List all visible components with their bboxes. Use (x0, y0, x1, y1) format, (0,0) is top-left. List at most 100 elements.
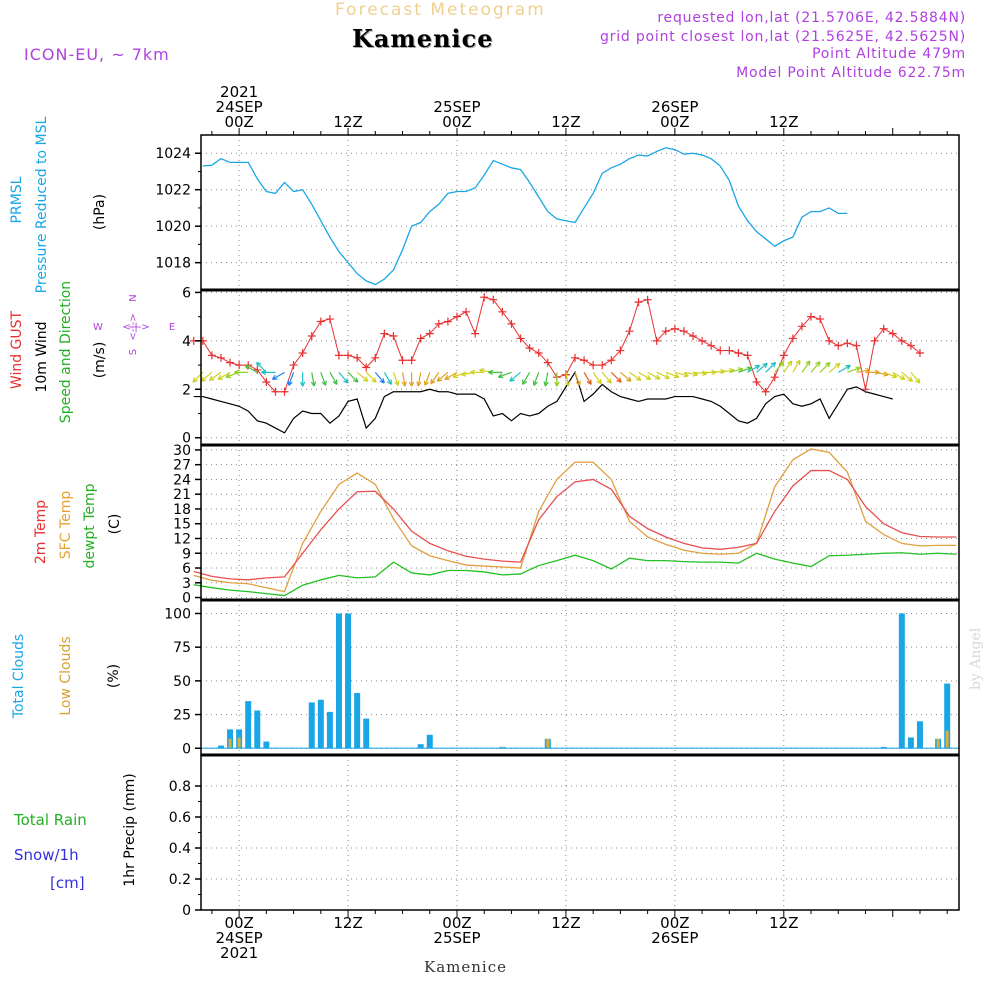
time-label-bottom: 26SEP (651, 929, 698, 947)
wind-arrow (765, 361, 777, 373)
gust-point (307, 332, 316, 341)
wind-arrow (416, 372, 422, 387)
precip-axis-label: 1hr Precip (mm) (122, 773, 138, 886)
wind-arrow (444, 371, 458, 380)
wind-arrow (656, 371, 670, 379)
ytick-label: 3 (182, 576, 191, 592)
total-cloud-bar (317, 699, 324, 749)
time-label-bottom: 2021 (220, 944, 258, 962)
ytick-label: 27 (173, 458, 191, 474)
wind-label: Wind GUST (9, 310, 25, 389)
wind-arrow (783, 360, 793, 373)
gust-point (607, 356, 616, 365)
model-label: ICON-EU, ~ 7km (24, 45, 170, 64)
temp-label: 2m Temp (33, 500, 49, 564)
total-cloud-bar (345, 613, 352, 749)
gust-point (888, 329, 897, 338)
wind-arrow (430, 371, 440, 385)
gust-point (389, 332, 398, 341)
wind-speed-line (193, 370, 893, 434)
temp-label: dewpt Temp (82, 483, 98, 568)
ytick-label: 0.8 (169, 779, 191, 795)
wind-arrow (374, 371, 385, 384)
gust-point (407, 356, 416, 365)
wind-arrow (338, 371, 349, 384)
time-label-top: 25SEP (433, 98, 480, 116)
wind-arrow (532, 372, 540, 386)
total-cloud-bar (944, 683, 951, 749)
wind-arrow (892, 371, 906, 380)
gust-point (861, 385, 870, 394)
gust-point (788, 334, 797, 343)
time-label-bottom: 24SEP (216, 929, 263, 947)
panel-frame-wind (200, 289, 960, 446)
ytick-label: 9 (182, 546, 191, 562)
wind-arrow (810, 361, 821, 373)
ytick-label: 2 (182, 382, 191, 398)
gust-point (616, 346, 625, 355)
gust-point (507, 319, 516, 328)
gust-point (534, 348, 543, 357)
cloud-label: (%) (106, 664, 122, 688)
low-cloud-bar (228, 738, 232, 749)
wind-arrow (774, 361, 785, 373)
gust-point (344, 351, 353, 360)
compass-mid: <-|-> (128, 313, 139, 340)
gust-point (580, 356, 589, 365)
gust-point (353, 353, 362, 362)
gust-point (298, 348, 307, 357)
wind-arrow (910, 371, 921, 384)
wind-arrow (629, 371, 642, 381)
wind-arrow (610, 371, 622, 383)
ytick-label: 6 (182, 285, 191, 301)
gust-point (452, 312, 461, 321)
wind-arrow (287, 372, 295, 386)
gust-point (334, 351, 343, 360)
gust-point (670, 324, 679, 333)
gust-point (725, 346, 734, 355)
total-cloud-bar (217, 745, 224, 749)
wind-arrow (217, 371, 231, 380)
gust-point (271, 387, 280, 396)
wind-arrow (320, 372, 327, 386)
total-cloud-bar (354, 693, 361, 749)
wind-arrow (383, 372, 392, 385)
wind-arrow (638, 371, 652, 380)
wind-arrow (747, 364, 761, 373)
gust-point (743, 351, 752, 360)
low-cloud-bar (546, 738, 550, 749)
sfc-temp-line (193, 448, 957, 593)
wind-arrow (583, 372, 592, 385)
time-label-bottom: 12Z (333, 914, 362, 932)
gust-point (679, 327, 688, 336)
wind-arrow (497, 371, 512, 379)
t2m-line (193, 469, 957, 581)
gust-point (325, 315, 334, 324)
gust-point (425, 329, 434, 338)
gust-point (398, 356, 407, 365)
gust-point (734, 348, 743, 357)
wind-arrow (356, 371, 369, 382)
total-cloud-bar (363, 718, 370, 749)
wind-arrow (801, 360, 811, 373)
ytick-label: 1022 (155, 183, 191, 199)
gust-point (216, 353, 225, 362)
gust-point (416, 334, 425, 343)
wind-arrow (392, 372, 400, 386)
time-label-bottom: 00Z (442, 914, 471, 932)
wind-label: 10m Wind (34, 321, 50, 392)
wind-arrow (828, 362, 841, 373)
compass-mid-h: <-|-> (122, 322, 149, 333)
gust-point (235, 361, 244, 370)
time-label-bottom: 12Z (769, 914, 798, 932)
ytick-label: 4 (182, 334, 191, 350)
ytick-label: 18 (173, 502, 191, 518)
gust-point (897, 336, 906, 345)
gust-point (906, 341, 915, 350)
ytick-label: 12 (173, 531, 191, 547)
total-cloud-bar (308, 702, 315, 749)
time-label-top: 12Z (769, 113, 798, 131)
ytick-label: 0 (182, 741, 191, 757)
ytick-label: 24 (173, 472, 191, 488)
ytick-label: 0.4 (169, 841, 191, 857)
